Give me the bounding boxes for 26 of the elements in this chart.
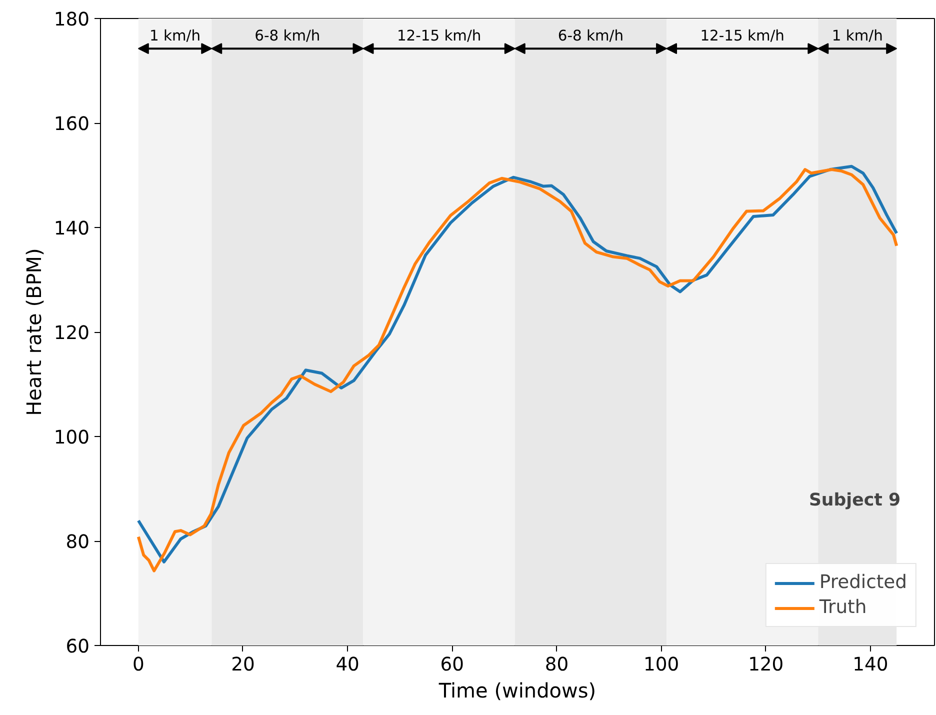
y-tick-label: 60 bbox=[66, 636, 90, 658]
band-label: 12-15 km/h bbox=[396, 28, 482, 45]
legend-label: Predicted bbox=[819, 572, 907, 593]
x-tick-label: 40 bbox=[336, 654, 360, 676]
y-tick-label: 140 bbox=[54, 218, 90, 240]
x-tick-label: 100 bbox=[643, 654, 680, 676]
x-tick-label: 0 bbox=[132, 654, 144, 676]
x-tick-label: 80 bbox=[544, 654, 569, 676]
band-label: 6-8 km/h bbox=[254, 28, 320, 45]
x-axis-title: Time (windows) bbox=[438, 678, 596, 702]
band-label: 1 km/h bbox=[832, 28, 883, 45]
band-label: 1 km/h bbox=[150, 28, 201, 45]
y-axis-title: Heart rate (BPM) bbox=[22, 248, 46, 416]
annotation: Subject 9 bbox=[808, 490, 901, 510]
x-tick-label: 140 bbox=[852, 654, 888, 676]
x-tick-label: 60 bbox=[440, 654, 464, 676]
y-tick-label: 160 bbox=[54, 114, 90, 135]
band-label: 12-15 km/h bbox=[700, 28, 784, 45]
y-tick-label: 120 bbox=[54, 323, 90, 344]
y-tick-label: 180 bbox=[54, 10, 90, 30]
x-tick-label: 20 bbox=[231, 654, 255, 676]
x-tick-label: 120 bbox=[748, 654, 784, 676]
y-tick-label: 80 bbox=[66, 532, 90, 553]
band-label: 6-8 km/h bbox=[558, 28, 624, 45]
y-tick-label: 100 bbox=[54, 428, 90, 448]
legend-label: Truth bbox=[819, 597, 867, 618]
